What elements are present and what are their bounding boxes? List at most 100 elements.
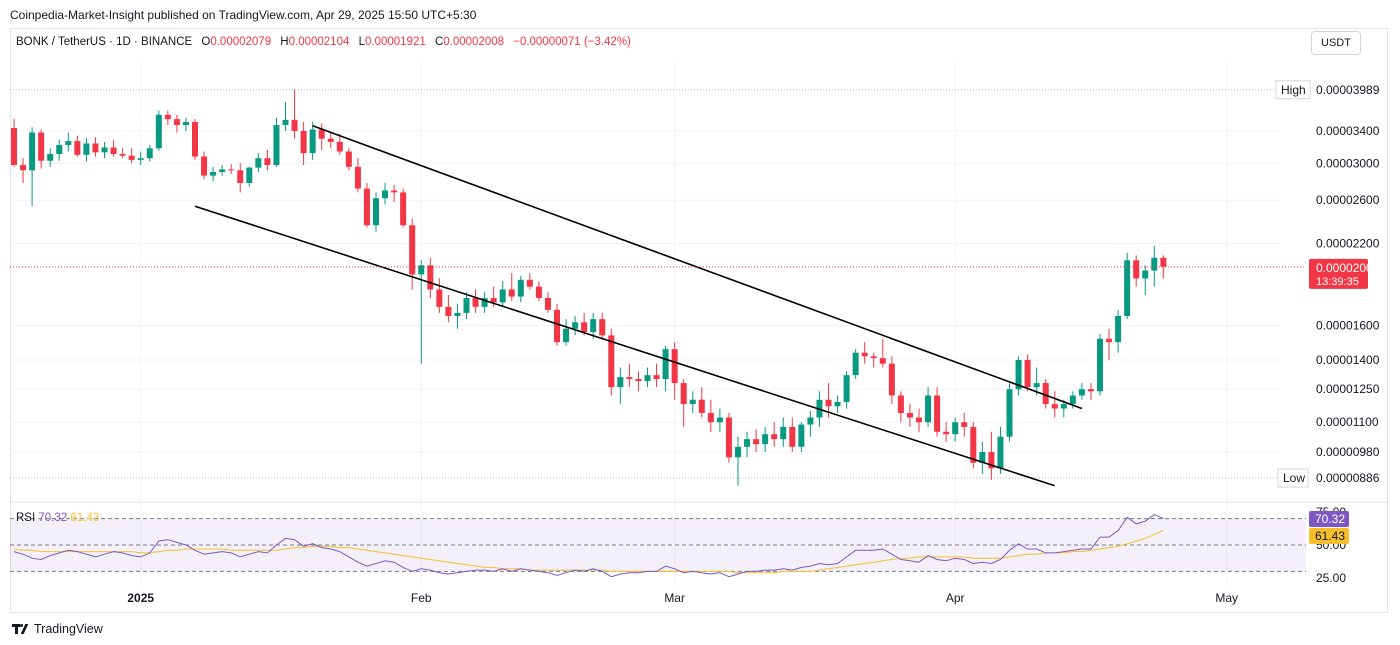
open-value: 0.00002079 — [210, 36, 272, 48]
candle-body — [427, 265, 434, 290]
price-tick-label: 0.00003000 — [1316, 156, 1380, 170]
candle-body — [354, 166, 361, 189]
high-label: H — [280, 36, 289, 48]
price-tick-label: 0.00001250 — [1316, 382, 1380, 396]
candle-body — [237, 170, 244, 183]
currency-button[interactable]: USDT — [1311, 31, 1361, 55]
candle-body — [952, 422, 959, 435]
last-price-badge — [1309, 258, 1368, 289]
candle-body — [689, 399, 696, 405]
time-tick-label: Apr — [946, 591, 965, 605]
candle-body — [499, 289, 506, 303]
time-tick-label: Feb — [411, 591, 432, 605]
time-tick-label: 2025 — [127, 591, 154, 605]
candle-body — [309, 129, 316, 154]
change-value: −0.00000071 (−3.42%) — [513, 36, 631, 48]
candle-body — [807, 417, 814, 425]
candle-body — [735, 446, 741, 458]
candle-body — [725, 417, 732, 458]
candle-body — [1051, 404, 1058, 409]
high-value: 0.00002104 — [288, 36, 350, 48]
candle-body — [1087, 389, 1094, 392]
candle-body — [934, 395, 941, 432]
trendline-lower — [194, 205, 1055, 487]
time-tick-label: May — [1215, 591, 1238, 605]
candle-body — [762, 434, 769, 445]
candle-body — [38, 132, 45, 161]
candle-body — [671, 349, 678, 384]
rsi-legend-value: 70.32 — [38, 512, 70, 524]
candle-body — [255, 158, 262, 168]
candle-body — [1151, 257, 1158, 271]
tradingview-logo-icon — [12, 624, 30, 634]
candle-body — [472, 297, 479, 307]
rsi-line — [13, 514, 1164, 578]
rsi-legend: RSI 70.32 61.43 — [16, 512, 99, 524]
candle-body — [1160, 257, 1167, 267]
candle-body — [563, 328, 570, 343]
candle-body — [327, 138, 334, 142]
candle-body — [182, 122, 189, 125]
candle-body — [590, 319, 597, 333]
candle-body — [436, 289, 443, 307]
candle-body — [20, 165, 27, 171]
chart-frame — [10, 28, 1388, 613]
candle-body — [363, 188, 370, 226]
candle-body — [400, 192, 407, 226]
candle-body — [164, 114, 171, 120]
candle-body — [906, 412, 913, 418]
candle-body — [798, 424, 805, 447]
candle-body — [382, 190, 389, 199]
candle-body — [1124, 260, 1131, 317]
candle-body — [1133, 260, 1140, 279]
candle-body — [1033, 383, 1040, 388]
candle-body — [391, 190, 398, 193]
candle-body — [916, 417, 922, 423]
candle-body — [961, 422, 968, 427]
candle-body — [635, 379, 642, 382]
high-tag-label: High — [1281, 83, 1306, 97]
symbol-label[interactable]: BONK / TetherUS · 1D · BINANCE — [16, 36, 193, 48]
candle-body — [110, 147, 117, 155]
last-price-value: 0.00002008 — [1316, 261, 1380, 275]
candle-body — [56, 145, 63, 155]
candle-body — [870, 356, 877, 359]
candle-body — [1024, 359, 1031, 388]
candle-body — [617, 377, 624, 388]
candle-body — [146, 148, 153, 159]
candle-body — [454, 312, 461, 317]
price-tick-label: 0.00002600 — [1316, 193, 1380, 207]
price-tick-label: 0.00001600 — [1316, 319, 1380, 333]
candle-body — [1069, 395, 1076, 405]
tradingview-logo[interactable]: TradingView — [12, 622, 103, 636]
rsi-ma-text: 61.43 — [1315, 529, 1345, 543]
candle-body — [707, 412, 714, 423]
candle-body — [445, 306, 452, 317]
candle-body — [246, 167, 253, 183]
candle-body — [291, 119, 298, 131]
candle-body — [554, 309, 560, 343]
candle-body — [345, 151, 352, 167]
candle-body — [128, 155, 135, 160]
candle-body — [879, 358, 886, 364]
candle-body — [572, 322, 579, 329]
price-tick-label: 0.00001400 — [1316, 353, 1380, 367]
candle-body — [210, 172, 217, 176]
candle-body — [698, 399, 705, 413]
candle-body — [219, 169, 226, 173]
candle-body — [490, 297, 497, 303]
candle-body — [119, 154, 126, 156]
candle-body — [1115, 316, 1122, 343]
candle-body — [228, 169, 235, 171]
open-label: O — [201, 36, 211, 48]
rsi-ma-badge — [1309, 528, 1349, 544]
candle-body — [888, 363, 895, 396]
candle-body — [282, 119, 289, 125]
close-label: C — [434, 36, 444, 48]
candle-body — [74, 141, 81, 155]
candle-body — [508, 289, 515, 297]
candle-body — [155, 114, 162, 149]
candle-body — [101, 147, 108, 153]
publisher-caption: Coinpedia-Market-Insight published on Tr… — [10, 8, 477, 22]
